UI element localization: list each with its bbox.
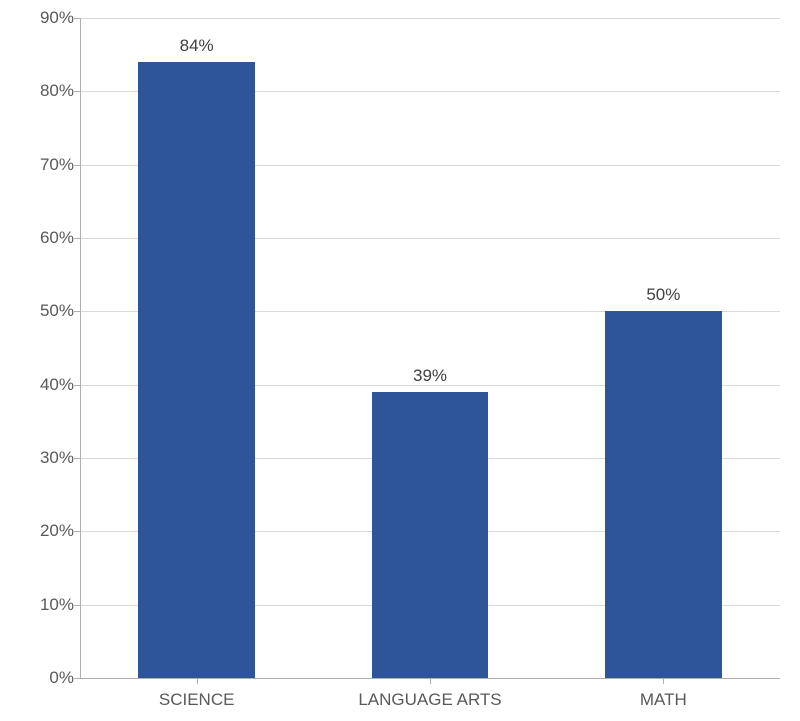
y-tick-label: 50% bbox=[40, 301, 74, 321]
y-tick-label: 70% bbox=[40, 155, 74, 175]
grid-line bbox=[80, 18, 780, 19]
bar-chart: 0% 10% 20% 30% 40% 50% 60% 70% 80% 90% 84% SCIENCE 3… bbox=[0, 0, 800, 721]
bar bbox=[372, 392, 489, 678]
data-label: 39% bbox=[413, 366, 447, 386]
data-label: 84% bbox=[180, 36, 214, 56]
x-category-label: LANGUAGE ARTS bbox=[358, 690, 501, 710]
x-category-label: MATH bbox=[640, 690, 687, 710]
x-category-label: SCIENCE bbox=[159, 690, 235, 710]
y-tick-label: 60% bbox=[40, 228, 74, 248]
data-label: 50% bbox=[646, 285, 680, 305]
x-tick-mark bbox=[663, 678, 664, 684]
x-tick-mark bbox=[430, 678, 431, 684]
y-tick-label: 20% bbox=[40, 521, 74, 541]
bar bbox=[138, 62, 255, 678]
y-tick-label: 30% bbox=[40, 448, 74, 468]
y-tick-label: 40% bbox=[40, 375, 74, 395]
y-tick-label: 0% bbox=[49, 668, 74, 688]
x-tick-mark bbox=[197, 678, 198, 684]
y-tick-label: 90% bbox=[40, 8, 74, 28]
bar bbox=[605, 311, 722, 678]
plot-area bbox=[80, 18, 780, 678]
y-axis-line bbox=[80, 18, 81, 678]
y-tick-label: 10% bbox=[40, 595, 74, 615]
y-tick-label: 80% bbox=[40, 81, 74, 101]
